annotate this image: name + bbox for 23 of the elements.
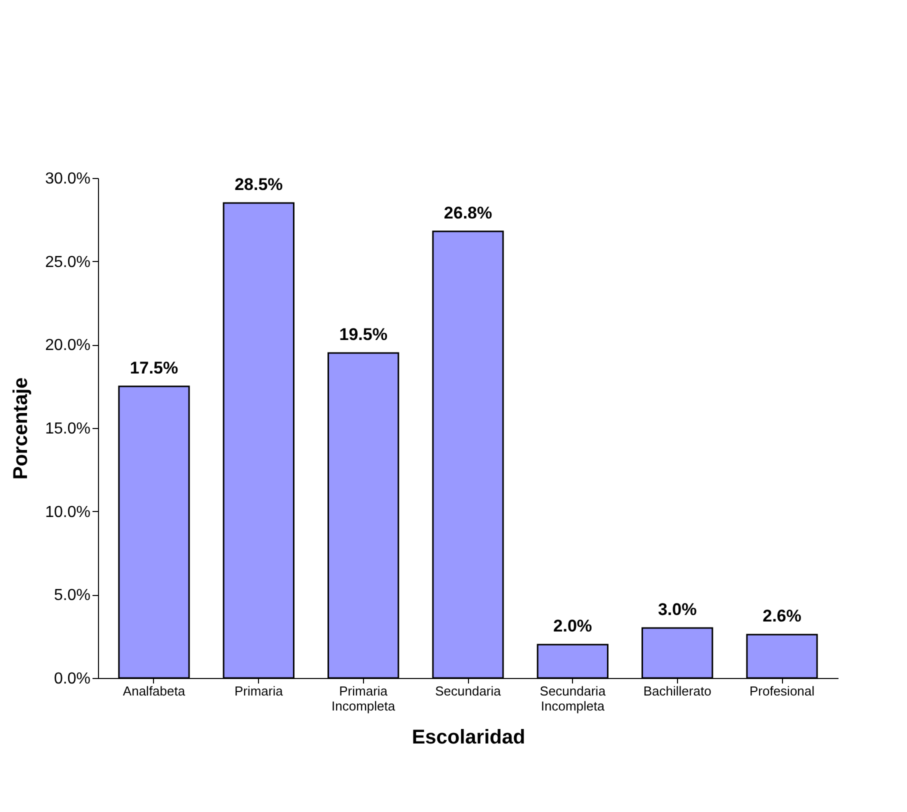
data-label: 28.5% [234,175,283,194]
data-label: 19.5% [339,325,388,344]
y-tick-label: 20.0% [45,337,90,354]
data-label: 26.8% [444,203,492,222]
x-tick-label: Analfabeta [122,684,186,698]
y-tick-label: 10.0% [45,504,90,521]
y-axis-title: Porcentaje [10,377,32,480]
data-label: 2.0% [553,616,592,636]
x-tick-label: Secundaria [435,684,502,698]
y-tick-label: 25.0% [45,254,90,271]
y-tick-label: 15.0% [45,420,90,438]
y-tick-label: 0.0% [54,670,90,688]
x-tick-label: Bachillerato [643,684,712,698]
data-label: 3.0% [658,600,697,619]
x-axis-title: Escolaridad [412,726,526,748]
x-tick-label: Secundaria Incompleta [540,684,606,714]
x-tick-label: Primaria [234,684,284,698]
y-tick-label: 30.0% [45,170,90,188]
data-label: 2.6% [762,606,802,626]
x-tick-label: Primaria Incompleta [332,684,396,714]
y-tick-label: 5.0% [54,587,90,604]
data-label: 17.5% [130,358,178,378]
x-tick-label: Profesional [749,684,815,698]
